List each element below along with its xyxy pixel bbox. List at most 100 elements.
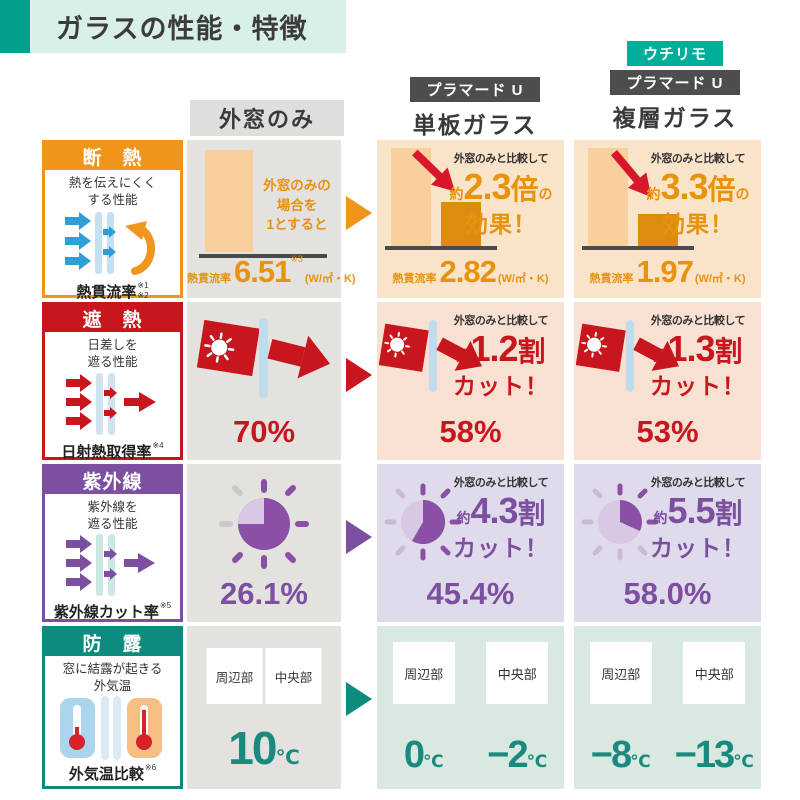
shading-arrows-icon bbox=[45, 371, 180, 441]
temp-single-perimeter: 0℃ bbox=[403, 734, 444, 776]
feature-desc-shading: 日差しを 遮る性能 bbox=[87, 338, 138, 369]
feature-desc-uv: 紫外線を 遮る性能 bbox=[87, 500, 138, 531]
feature-card-shading: 遮 熱 日差しを 遮る性能 bbox=[42, 302, 183, 461]
row-uv: 紫外線 紫外線を 遮る性能 bbox=[42, 464, 768, 622]
insulation-heat-flow-icon bbox=[45, 209, 180, 281]
feature-title-condensation: 防 露 bbox=[45, 629, 180, 656]
bar-improved bbox=[441, 202, 481, 246]
temp-baseline: 10℃ bbox=[228, 722, 300, 774]
brand-badge-plamade-2: プラマード U bbox=[610, 70, 740, 95]
row-insulation: 断 熱 熱を伝えにくく する性能 bbox=[42, 140, 768, 301]
row-condensation: 防 露 窓に結露が起きる 外気温 bbox=[42, 626, 768, 789]
effect-text-single: 外窓のみと比較して 約4.3割 カット！ bbox=[453, 477, 549, 561]
drop-arrow-icon bbox=[412, 149, 456, 192]
title-accent-block bbox=[0, 0, 30, 53]
uv-sun-pie-icon bbox=[384, 483, 462, 561]
column-header-baseline: 外窓のみ bbox=[190, 100, 344, 136]
feature-desc-insulation: 熱を伝えにくく する性能 bbox=[68, 176, 157, 207]
cell-uv-baseline: 26.1% bbox=[187, 464, 341, 622]
arrow-zone-insulation bbox=[341, 140, 377, 298]
brand-badge-uchirimo: ウチリモ bbox=[626, 41, 723, 66]
title-bar: ガラスの性能・特徴 bbox=[30, 0, 346, 53]
cell-insulation-double: 外窓のみと比較して 約3.3倍の 効果！ 熱貫流率1.97 (W/㎡・K) bbox=[574, 140, 761, 298]
effect-text-single: 外窓のみと比較して 約1.2割 カット！ bbox=[453, 315, 549, 399]
effect-text-double: 外窓のみと比較して 約3.3倍の 効果！ bbox=[646, 153, 750, 237]
feature-card-uv: 紫外線 紫外線を 遮る性能 bbox=[42, 464, 183, 622]
cell-shading-baseline: 70% bbox=[187, 302, 341, 460]
arrow-zone-shading bbox=[341, 302, 377, 460]
feature-card-condensation: 防 露 窓に結露が起きる 外気温 bbox=[42, 626, 183, 789]
effect-text-double: 外窓のみと比較して 約5.5割 カット！ bbox=[650, 477, 746, 561]
effect-text-single: 外窓のみと比較して 約2.3倍の 効果！ bbox=[449, 153, 553, 237]
uv-sun-pie-icon bbox=[581, 483, 659, 561]
bar-baseline-line bbox=[582, 246, 694, 250]
zone-label-center: 中央部 bbox=[486, 642, 549, 704]
flow-arrow-icon bbox=[346, 358, 372, 392]
sun-heat-arrow-icon bbox=[576, 320, 679, 392]
cell-insulation-baseline: 外窓のみの 場合を 1とすると 熱貫流率6.51※3(W/㎡・K) bbox=[187, 140, 356, 298]
center-half: 中央部 −2℃ bbox=[471, 626, 565, 789]
metric-name-insulation: 熱貫流率※1 ※2 bbox=[76, 280, 149, 301]
arrow-zone-uv bbox=[341, 464, 377, 622]
cell-uv-double: 外窓のみと比較して 約5.5割 カット！ 58.0% bbox=[574, 464, 761, 622]
baseline-bar bbox=[205, 150, 253, 252]
bar-improved bbox=[638, 214, 678, 246]
drop-arrow-icon bbox=[610, 149, 652, 197]
cell-shading-single: 外窓のみと比較して 約1.2割 カット！ 58% bbox=[377, 302, 564, 460]
bar-baseline-line bbox=[199, 254, 327, 258]
brand-badge-plamade: プラマード U bbox=[410, 77, 540, 102]
zone-label-perimeter: 周辺部 bbox=[206, 648, 263, 704]
perimeter-half: 周辺部 −8℃ bbox=[574, 626, 668, 789]
temp-double-center: −13℃ bbox=[674, 734, 754, 776]
zone-label-perimeter: 周辺部 bbox=[392, 642, 455, 704]
flow-arrow-icon bbox=[346, 520, 372, 554]
feature-desc-condensation: 窓に結露が起きる 外気温 bbox=[62, 662, 163, 693]
center-half: 中央部 −13℃ bbox=[668, 626, 762, 789]
sun-heat-arrow-icon bbox=[196, 318, 331, 398]
comparison-grid: 断 熱 熱を伝えにくく する性能 bbox=[42, 140, 768, 793]
feature-card-insulation: 断 熱 熱を伝えにくく する性能 bbox=[42, 140, 183, 301]
feature-title-insulation: 断 熱 bbox=[45, 143, 180, 170]
u-value-baseline: 熱貫流率6.51※3(W/㎡・K) bbox=[187, 254, 356, 289]
sun-heat-arrow-icon bbox=[379, 320, 482, 392]
bar-baseline-line bbox=[385, 246, 497, 250]
cell-shading-double: 外窓のみと比較して 約1.3割 カット！ 53% bbox=[574, 302, 761, 460]
flow-arrow-icon bbox=[346, 196, 372, 230]
metric-name-shading: 日射熱取得率※4 bbox=[61, 440, 164, 461]
flow-arrow-icon bbox=[346, 682, 372, 716]
thermometer-comparison-icon bbox=[45, 695, 180, 763]
page-title: ガラスの性能・特徴 bbox=[56, 14, 308, 44]
zone-labels: 周辺部 中央部 bbox=[206, 648, 322, 704]
arrow-zone-condensation bbox=[341, 626, 377, 789]
metric-name-uv: 紫外線カット率※5 bbox=[53, 600, 172, 621]
effect-text-double: 外窓のみと比較して 約1.3割 カット！ bbox=[650, 315, 746, 399]
u-value-single: 熱貫流率2.82 (W/㎡・K) bbox=[392, 254, 549, 289]
column-label-double: 複層ガラス bbox=[612, 105, 738, 131]
shgc-baseline-value: 70% bbox=[232, 414, 296, 449]
uv-sun-pie-icon bbox=[219, 479, 309, 569]
baseline-annotation: 外窓のみの 場合を 1とすると bbox=[263, 178, 331, 233]
cell-condensation-double: 周辺部 −8℃ 中央部 −13℃ bbox=[574, 626, 761, 789]
metric-name-condensation: 外気温比較※6 bbox=[68, 762, 157, 783]
zone-label-center: 中央部 bbox=[265, 648, 322, 704]
column-header-single: プラマード U 単板ガラス bbox=[381, 77, 569, 140]
temp-single-center: −2℃ bbox=[487, 734, 548, 776]
feature-title-shading: 遮 熱 bbox=[45, 305, 180, 332]
cell-insulation-single: 外窓のみと比較して 約2.3倍の 効果！ 熱貫流率2.82 (W/㎡・K) bbox=[377, 140, 564, 298]
feature-title-uv: 紫外線 bbox=[45, 467, 180, 494]
shgc-double-value: 53% bbox=[636, 414, 699, 449]
row-shading: 遮 熱 日差しを 遮る性能 bbox=[42, 302, 768, 461]
column-header-double: ウチリモ プラマード U 複層ガラス bbox=[581, 41, 769, 133]
zone-label-perimeter: 周辺部 bbox=[589, 642, 652, 704]
cell-uv-single: 外窓のみと比較して 約4.3割 カット！ 45.4% bbox=[377, 464, 564, 622]
perimeter-half: 周辺部 0℃ bbox=[377, 626, 471, 789]
u-value-double: 熱貫流率1.97 (W/㎡・K) bbox=[589, 254, 746, 289]
shgc-single-value: 58% bbox=[439, 414, 502, 449]
uv-double-value: 58.0% bbox=[623, 576, 712, 611]
cell-condensation-single: 周辺部 0℃ 中央部 −2℃ bbox=[377, 626, 564, 789]
uv-arrows-icon bbox=[45, 533, 180, 601]
cell-condensation-baseline: 周辺部 中央部 10℃ bbox=[187, 626, 341, 789]
column-label-single: 単板ガラス bbox=[412, 112, 538, 138]
zone-label-center: 中央部 bbox=[683, 642, 746, 704]
